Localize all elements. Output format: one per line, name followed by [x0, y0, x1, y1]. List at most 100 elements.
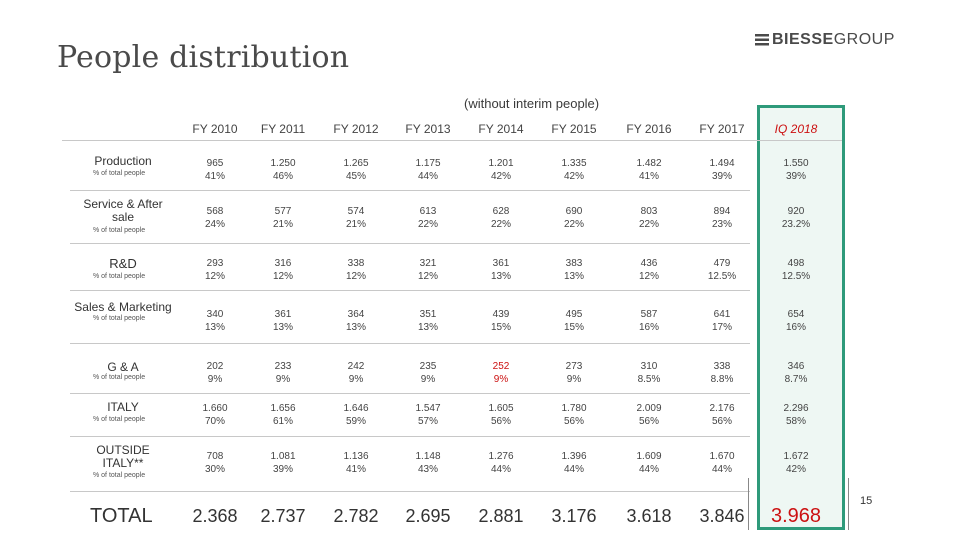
table-cell: 2.296 58% [761, 402, 831, 428]
cell-value: 338 [347, 258, 365, 269]
cell-percent: 15% [563, 322, 584, 333]
cell-percent: 8.7% [784, 374, 808, 385]
cell-value: 321 [419, 258, 437, 269]
table-cell: 1.646 59% [321, 402, 391, 428]
cell-percent: 13% [417, 322, 438, 333]
cell-value: 293 [206, 258, 224, 269]
cell-value: 235 [419, 361, 437, 372]
cell-value: 577 [274, 206, 292, 217]
cell-percent: 44% [638, 464, 659, 475]
row-label: Production [94, 154, 152, 168]
row-separator [70, 436, 750, 437]
cell-percent: 9% [275, 374, 291, 385]
table-cell: 293 12% [180, 257, 250, 283]
table-cell: 1.494 39% [687, 157, 757, 183]
cell-percent: 22% [638, 219, 659, 230]
table-cell: 361 13% [248, 308, 318, 334]
cell-value: 1.660 [202, 403, 228, 414]
cell-value: 1.265 [343, 158, 369, 169]
row-pct-label: % of total people [93, 170, 146, 177]
table-cell: 202 9% [180, 360, 250, 386]
table-cell: 690 22% [539, 205, 609, 231]
row-separator [70, 190, 750, 191]
table-cell: 1.547 57% [393, 402, 463, 428]
row-separator [70, 491, 750, 492]
row-pct-label: % of total people [93, 416, 146, 423]
table-cell: 574 21% [321, 205, 391, 231]
cell-percent: 23.2% [781, 219, 811, 230]
cell-value: 1.201 [488, 158, 514, 169]
cell-percent: 58% [785, 416, 806, 427]
table-cell: 321 12% [393, 257, 463, 283]
cell-value: 439 [492, 309, 510, 320]
cell-percent: 43% [417, 464, 438, 475]
cell-percent: 39% [785, 171, 806, 182]
table-cell: 1.081 39% [248, 450, 318, 476]
table-cell: 340 13% [180, 308, 250, 334]
cell-percent: 30% [204, 464, 225, 475]
cell-value: 2.176 [709, 403, 735, 414]
column-header: FY 2017 [699, 122, 745, 136]
cell-percent: 57% [417, 416, 438, 427]
cell-value: 495 [565, 309, 583, 320]
table-cell: 1.276 44% [466, 450, 536, 476]
logo-text-light: GROUP [833, 31, 895, 48]
cell-value: 613 [419, 206, 437, 217]
cell-value: 628 [492, 206, 510, 217]
table-cell: 235 9% [393, 360, 463, 386]
cell-value: 202 [206, 361, 224, 372]
table-cell: 361 13% [466, 257, 536, 283]
cell-value: 436 [640, 258, 658, 269]
table-cell: 242 9% [321, 360, 391, 386]
cell-value: 1.672 [783, 451, 809, 462]
row-separator [70, 393, 750, 394]
cell-percent: 21% [272, 219, 293, 230]
cell-value: 1.670 [709, 451, 735, 462]
cell-percent: 56% [711, 416, 732, 427]
row-label: G & A [107, 360, 139, 374]
cell-value: 2.009 [636, 403, 662, 414]
cell-value: 1.175 [415, 158, 441, 169]
cell-percent: 41% [204, 171, 225, 182]
row-separator [70, 343, 750, 344]
column-header: FY 2011 [260, 122, 306, 136]
table-cell: 1.609 44% [614, 450, 684, 476]
cell-percent: 8.8% [710, 374, 734, 385]
cell-value: 242 [347, 361, 365, 372]
row-separator [62, 140, 842, 141]
page-title: People distribution [57, 40, 350, 75]
cell-value: 1.136 [343, 451, 369, 462]
cell-percent: 46% [272, 171, 293, 182]
cell-percent: 23% [711, 219, 732, 230]
table-cell: 803 22% [614, 205, 684, 231]
table-cell: 708 30% [180, 450, 250, 476]
table-cell: 233 9% [248, 360, 318, 386]
table-cell: 351 13% [393, 308, 463, 334]
total-value: 2.695 [405, 506, 451, 526]
table-cell: 628 22% [466, 205, 536, 231]
row-pct-label: % of total people [93, 315, 146, 322]
cell-percent: 44% [417, 171, 438, 182]
cell-value: 273 [565, 361, 583, 372]
table-cell: 495 15% [539, 308, 609, 334]
cell-value: 1.547 [415, 403, 441, 414]
table-cell: 568 24% [180, 205, 250, 231]
cell-percent: 56% [638, 416, 659, 427]
row-label: R&D [109, 256, 137, 271]
cell-value: 1.780 [561, 403, 587, 414]
cell-value: 1.646 [343, 403, 369, 414]
table-cell: 383 13% [539, 257, 609, 283]
table-cell: 439 15% [466, 308, 536, 334]
table-cell: 338 8.8% [687, 360, 757, 386]
cell-percent: 42% [490, 171, 511, 182]
cell-value: 1.081 [270, 451, 296, 462]
row-label: Service & After sale [83, 197, 163, 224]
table-cell: 1.780 56% [539, 402, 609, 428]
cell-value: 894 [713, 206, 731, 217]
cell-percent: 59% [345, 416, 366, 427]
total-value: 3.846 [699, 506, 745, 526]
cell-value: 351 [419, 309, 437, 320]
cell-value: 346 [787, 361, 805, 372]
table-cell: 273 9% [539, 360, 609, 386]
table-cell: 346 8.7% [761, 360, 831, 386]
